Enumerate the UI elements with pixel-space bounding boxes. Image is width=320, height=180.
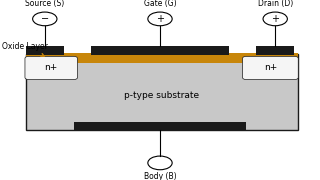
Text: Gate (G): Gate (G) — [144, 0, 176, 8]
Text: +: + — [156, 14, 164, 24]
Text: −: − — [41, 14, 49, 24]
Text: Oxide Layer: Oxide Layer — [2, 42, 47, 56]
FancyBboxPatch shape — [243, 56, 298, 80]
Text: n+: n+ — [44, 64, 58, 73]
Text: n+: n+ — [264, 64, 277, 73]
Bar — [256, 46, 294, 55]
Bar — [74, 122, 246, 130]
Bar — [26, 53, 298, 63]
FancyBboxPatch shape — [25, 56, 77, 80]
Text: Source (S): Source (S) — [25, 0, 64, 8]
Bar — [91, 46, 229, 55]
Text: p-type substrate: p-type substrate — [124, 91, 199, 100]
Text: +: + — [271, 14, 279, 24]
Text: Body (B): Body (B) — [144, 172, 176, 180]
Bar — [26, 54, 298, 130]
Bar — [26, 46, 64, 55]
Text: Drain (D): Drain (D) — [258, 0, 293, 8]
